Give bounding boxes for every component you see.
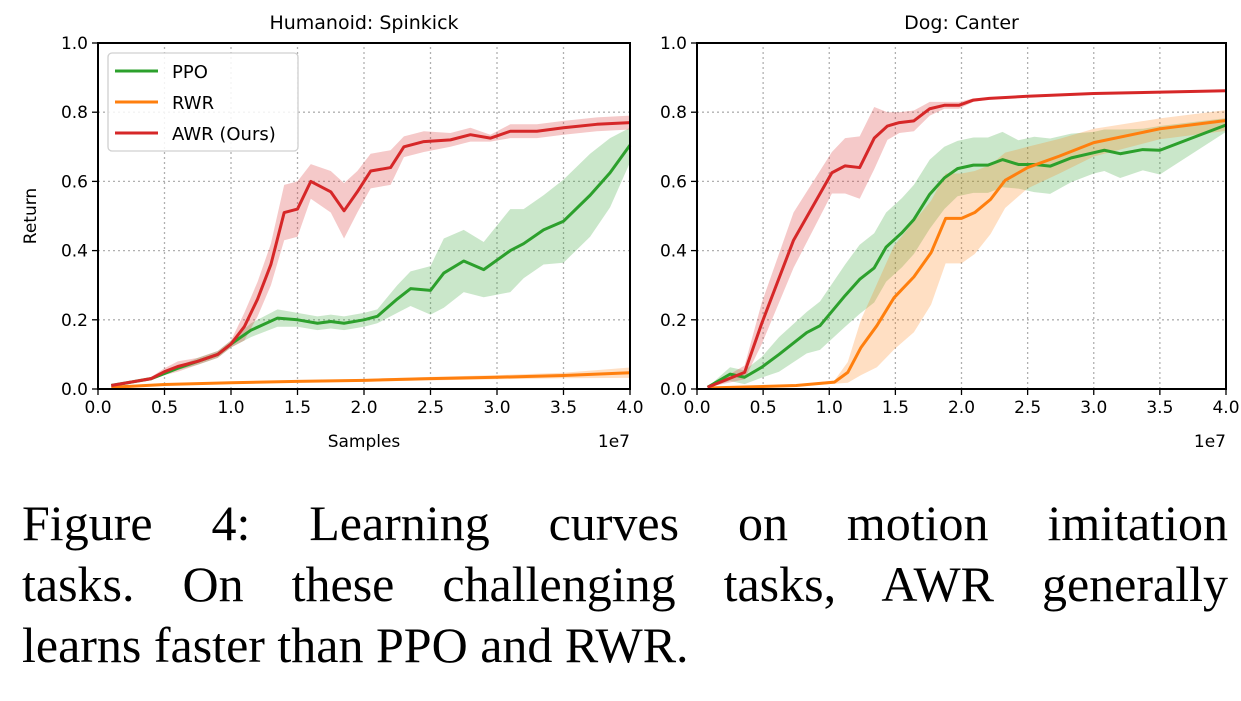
chart-title: Dog: Canter bbox=[904, 12, 1019, 34]
figure-caption: Figure 4: Learning curves on motion imit… bbox=[22, 493, 1228, 676]
x-tick-label: 1.0 bbox=[816, 398, 843, 418]
plot-frame bbox=[696, 42, 1227, 390]
x-tick-label: 0.5 bbox=[151, 398, 178, 418]
y-tick-label: 0.0 bbox=[61, 380, 88, 400]
x-tick-label: 1.5 bbox=[284, 398, 311, 418]
caption-line-3: learns faster than PPO and RWR. bbox=[22, 617, 689, 673]
legend-box bbox=[107, 52, 299, 152]
y-tick-label: 0.4 bbox=[61, 242, 88, 262]
y-tick-label: 0.6 bbox=[61, 172, 88, 192]
band-rwr bbox=[707, 110, 1226, 388]
line-awr bbox=[707, 89, 1227, 389]
y-tick-label: 0.6 bbox=[660, 172, 687, 192]
y-tick-label: 0.8 bbox=[660, 103, 687, 123]
x-tick-label: 2.0 bbox=[350, 398, 377, 418]
legend: PPO RWR AWR (Ours) bbox=[107, 52, 299, 152]
x-tick-label: 3.5 bbox=[550, 398, 577, 418]
legend-label: AWR (Ours) bbox=[172, 124, 276, 145]
x-tick-label: 3.0 bbox=[483, 398, 510, 418]
y-tick-label: 0.4 bbox=[660, 242, 687, 262]
x-tick-label: 2.5 bbox=[417, 398, 444, 418]
x-offset-label: 1e7 bbox=[1194, 432, 1226, 452]
band-awr bbox=[707, 89, 1226, 388]
x-tick-label: 4.0 bbox=[1212, 398, 1239, 418]
figure: 0.0 0.5 1.0 1.5 2.0 2.5 3.0 3.5 4.0 0.0 0.2 0.4 0.6 0… bbox=[21, 12, 1240, 452]
x-tick-label: 1.5 bbox=[882, 398, 909, 418]
y-tick-label: 0.2 bbox=[660, 311, 687, 331]
x-tick-label: 3.5 bbox=[1146, 398, 1173, 418]
line-rwr bbox=[707, 119, 1227, 390]
y-axis-label: Return bbox=[21, 188, 41, 244]
caption-line-1: Figure 4: Learning curves on motion imit… bbox=[22, 495, 1228, 551]
legend-label: RWR bbox=[172, 93, 214, 114]
x-tick-label: 1.0 bbox=[217, 398, 244, 418]
caption-line-2: tasks. On these challenging tasks, AWR g… bbox=[22, 556, 1228, 612]
x-axis-label: Samples bbox=[328, 432, 401, 452]
x-tick-label: 3.0 bbox=[1080, 398, 1107, 418]
line-awr bbox=[111, 121, 631, 388]
chart-1: 0.0 0.5 1.0 1.5 2.0 2.5 3.0 3.5 4.0 0.0 0.2 0.4 0.6 0… bbox=[660, 12, 1240, 452]
line-ppo bbox=[706, 123, 1227, 389]
y-tick-label: 0.2 bbox=[61, 311, 88, 331]
chart-0: 0.0 0.5 1.0 1.5 2.0 2.5 3.0 3.5 4.0 0.0 0.2 0.4 0.6 0… bbox=[21, 12, 644, 452]
x-offset-label: 1e7 bbox=[598, 432, 630, 452]
x-tick-label: 0.0 bbox=[84, 398, 111, 418]
y-tick-label: 1.0 bbox=[660, 34, 687, 54]
band-ppo bbox=[707, 118, 1226, 388]
legend-label: PPO bbox=[172, 62, 208, 83]
plot-frame bbox=[97, 42, 631, 390]
line-rwr bbox=[111, 371, 631, 389]
y-tick-label: 0.8 bbox=[61, 103, 88, 123]
y-tick-label: 1.0 bbox=[61, 34, 88, 54]
x-tick-label: 2.5 bbox=[1014, 398, 1041, 418]
x-tick-label: 0.0 bbox=[683, 398, 710, 418]
chart-title: Humanoid: Spinkick bbox=[269, 12, 458, 34]
band-ppo bbox=[111, 127, 631, 388]
y-tick-label: 0.0 bbox=[660, 380, 687, 400]
x-tick-label: 0.5 bbox=[750, 398, 777, 418]
x-tick-label: 4.0 bbox=[616, 398, 643, 418]
x-tick-label: 2.0 bbox=[948, 398, 975, 418]
